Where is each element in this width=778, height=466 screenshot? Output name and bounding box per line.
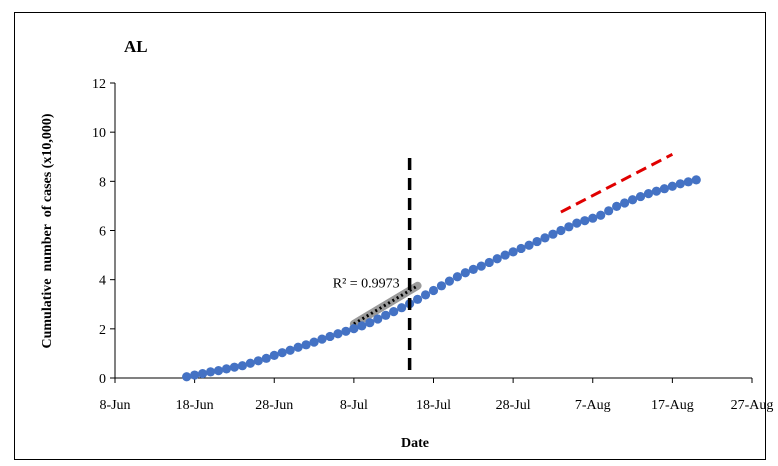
data-point bbox=[349, 323, 359, 334]
x-tick-label: 7-Aug bbox=[575, 398, 611, 413]
data-point bbox=[596, 210, 606, 220]
x-tick-label: 18-Jun bbox=[176, 398, 214, 413]
data-point bbox=[444, 276, 455, 286]
data-point bbox=[476, 261, 486, 271]
data-point bbox=[484, 257, 494, 268]
data-point bbox=[532, 236, 542, 247]
data-points bbox=[182, 175, 701, 382]
data-point bbox=[357, 321, 367, 331]
data-point bbox=[683, 177, 693, 187]
data-point bbox=[317, 334, 327, 344]
data-point bbox=[627, 195, 638, 205]
data-point bbox=[436, 281, 447, 291]
data-point bbox=[293, 342, 303, 352]
r2-annotation: R² = 0.9973 bbox=[333, 276, 400, 291]
data-point bbox=[659, 184, 670, 194]
data-point bbox=[500, 250, 510, 260]
data-point bbox=[213, 366, 224, 376]
fit-line bbox=[349, 281, 422, 328]
data-point bbox=[261, 353, 271, 363]
x-tick-label: 27-Aug bbox=[731, 398, 774, 413]
data-point bbox=[580, 216, 590, 226]
data-point bbox=[588, 213, 598, 223]
data-point bbox=[381, 310, 391, 320]
data-point bbox=[508, 247, 518, 257]
data-point bbox=[675, 179, 685, 189]
data-point bbox=[468, 264, 478, 274]
data-point bbox=[205, 367, 216, 377]
data-point bbox=[333, 329, 343, 339]
chart-title: AL bbox=[124, 37, 148, 56]
fit-line-dots bbox=[353, 284, 419, 326]
data-point bbox=[556, 225, 566, 236]
data-point bbox=[229, 362, 240, 372]
data-point bbox=[604, 206, 614, 216]
x-axis-label: Date bbox=[401, 436, 429, 451]
x-tick-label: 18-Jul bbox=[416, 398, 451, 413]
data-point bbox=[412, 294, 423, 304]
data-point bbox=[365, 318, 375, 328]
data-point bbox=[182, 372, 192, 382]
data-point bbox=[612, 201, 622, 212]
data-point bbox=[492, 254, 502, 264]
y-axis-label: Cumulative number of cases (x10,000) bbox=[40, 113, 55, 348]
data-point bbox=[651, 186, 662, 196]
data-point bbox=[190, 370, 200, 380]
axes bbox=[114, 83, 752, 379]
x-tick-label: 28-Jun bbox=[255, 398, 293, 413]
x-tick-label: 28-Jul bbox=[496, 398, 531, 413]
data-point bbox=[325, 331, 335, 342]
data-point bbox=[572, 218, 582, 228]
y-tick-label: 8 bbox=[99, 175, 106, 190]
data-point bbox=[643, 189, 654, 199]
data-point bbox=[524, 240, 534, 250]
data-point bbox=[221, 364, 232, 374]
data-point bbox=[667, 181, 677, 191]
y-tick-label: 10 bbox=[92, 126, 106, 141]
data-point bbox=[540, 233, 550, 243]
data-point bbox=[548, 229, 558, 239]
y-tick-label: 12 bbox=[92, 77, 106, 92]
data-point bbox=[341, 326, 351, 336]
x-tick-label: 17-Aug bbox=[651, 398, 694, 413]
data-point bbox=[620, 198, 630, 208]
projection-dashes bbox=[560, 152, 674, 214]
data-point bbox=[460, 268, 470, 278]
data-point bbox=[253, 356, 263, 366]
data-point bbox=[389, 307, 399, 317]
x-tick-label: 8-Jun bbox=[99, 398, 130, 413]
chart-frame bbox=[14, 12, 766, 460]
x-ticks: 8-Jun 18-Jun 28-Jun 8-Jul 18-Jul 28-Jul 7-Aug 1… bbox=[99, 378, 773, 413]
data-point bbox=[373, 314, 383, 324]
data-point bbox=[285, 345, 295, 355]
data-point bbox=[245, 358, 255, 368]
data-point bbox=[301, 340, 311, 350]
data-point bbox=[691, 175, 701, 185]
data-point bbox=[309, 337, 319, 347]
y-tick-label: 6 bbox=[99, 225, 106, 240]
y-ticks: 0 2 4 6 8 10 12 bbox=[92, 77, 115, 387]
data-point bbox=[516, 243, 526, 254]
data-point bbox=[564, 222, 574, 232]
data-point bbox=[420, 290, 431, 300]
data-point bbox=[428, 285, 439, 296]
data-point bbox=[269, 350, 279, 360]
data-point bbox=[452, 272, 462, 282]
data-point bbox=[197, 368, 208, 379]
data-point bbox=[237, 361, 247, 371]
data-point bbox=[635, 191, 646, 202]
data-point bbox=[397, 303, 407, 313]
y-tick-label: 0 bbox=[99, 372, 106, 387]
projection-line bbox=[560, 152, 674, 214]
data-point bbox=[277, 348, 287, 358]
y-tick-label: 4 bbox=[99, 274, 106, 289]
y-tick-label: 2 bbox=[99, 323, 106, 338]
x-tick-label: 8-Jul bbox=[340, 398, 368, 413]
